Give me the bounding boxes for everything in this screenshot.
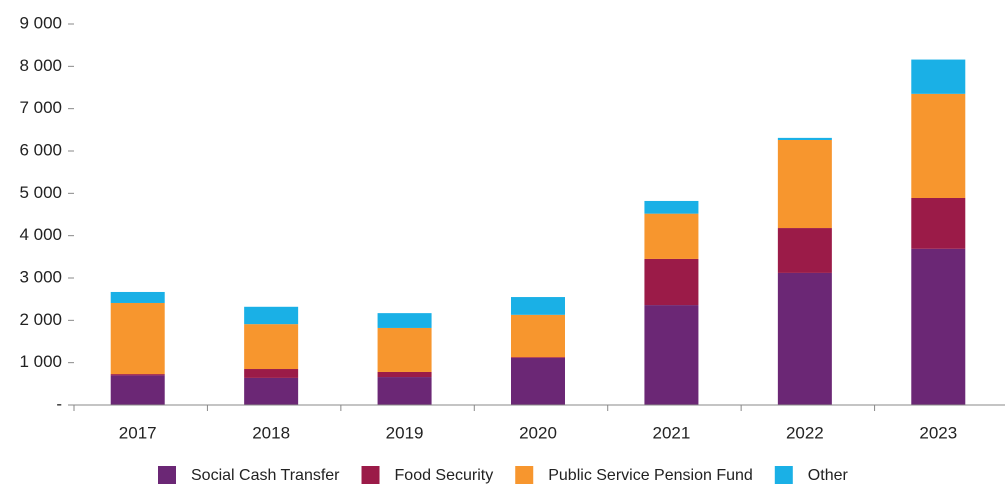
bar-segment [644,305,699,405]
bar-segment [110,302,165,375]
bar-segment [244,324,299,370]
bar-segment [777,137,832,140]
bar-segment [644,213,699,259]
bar-segment [377,313,432,328]
bar-segment [244,306,299,325]
legend-swatch [774,466,793,484]
bar-segment [377,327,432,372]
legend-swatch [515,466,534,484]
y-tick-label: 6 000 [19,140,62,159]
y-tick-label: 5 000 [19,183,62,202]
y-tick-label: 2 000 [19,310,62,329]
bar-segment [777,272,832,405]
x-tick-label: 2022 [786,423,824,442]
y-tick-label: 1 000 [19,352,62,371]
legend-swatch [158,466,176,484]
bar-segment [911,59,966,94]
y-tick-label: 8 000 [19,56,62,75]
y-tick-label: - [56,394,62,413]
y-tick-label: 4 000 [19,225,62,244]
y-tick-label: 7 000 [19,98,62,117]
legend-label: Public Service Pension Fund [548,467,753,484]
x-tick-label: 2020 [519,423,557,442]
x-tick-label: 2021 [653,423,691,442]
bar-segment [911,248,966,405]
bar-segment [511,357,565,359]
bar-segment [377,377,432,405]
bar-segment [511,314,565,358]
y-tick-label: 3 000 [19,267,62,286]
bar-segment [244,369,299,378]
legend-label: Food Security [395,467,494,484]
legend-label: Other [808,467,849,484]
legend-label: Social Cash Transfer [191,467,340,484]
bar-segment [644,200,699,214]
bar-segment [511,358,565,405]
bar-segment [911,93,966,198]
bar-segment [777,228,832,273]
bar-segment [110,374,165,376]
x-tick-label: 2019 [386,423,424,442]
bar-segment [777,139,832,229]
legend-swatch [361,466,380,484]
bar-segment [110,291,165,303]
bar-segment [110,375,165,405]
x-tick-label: 2017 [119,423,157,442]
bar-segment [911,197,966,249]
bar-segment [377,371,432,378]
bar-segment [244,377,299,405]
bar-segment [644,258,699,306]
bar-segment [511,297,565,315]
x-tick-label: 2018 [252,423,290,442]
y-tick-label: 9 000 [19,13,62,32]
x-tick-label: 2023 [919,423,957,442]
